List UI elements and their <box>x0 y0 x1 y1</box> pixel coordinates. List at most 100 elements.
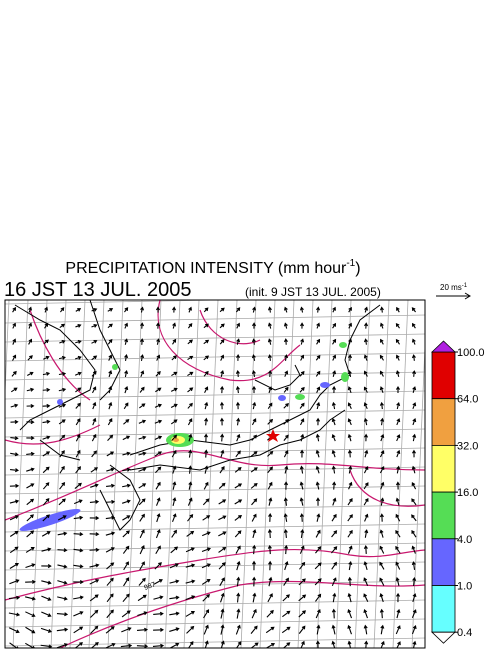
wind-arrow <box>235 307 241 313</box>
wind-arrow <box>332 322 337 329</box>
wind-arrow <box>315 481 320 490</box>
wind-arrow <box>316 306 321 313</box>
wind-arrow <box>204 465 209 474</box>
wind-arrow <box>187 418 193 426</box>
wind-arrow <box>123 402 129 410</box>
wind-arrow <box>347 386 352 394</box>
wind-arrow <box>121 627 132 633</box>
wind-arrow <box>201 547 211 552</box>
wind-arrow <box>171 434 178 441</box>
wind-arrow <box>331 546 338 554</box>
wind-arrow <box>204 386 209 394</box>
wind-arrow <box>169 579 180 584</box>
wind-arrow <box>154 419 163 424</box>
parallel <box>5 599 425 609</box>
wind-arrow <box>395 370 400 377</box>
wind-arrow <box>204 433 209 442</box>
wind-arrow <box>299 481 304 490</box>
wind-arrow <box>284 481 289 490</box>
wind-arrow <box>90 641 99 648</box>
wind-arrow <box>412 433 417 442</box>
wind-arrow <box>283 434 289 441</box>
wind-arrow <box>203 355 210 361</box>
wind-arrow <box>411 545 416 554</box>
wind-arrow <box>89 532 100 537</box>
wind-arrow <box>251 608 257 619</box>
wind-arrow <box>234 467 242 473</box>
wind-arrow <box>123 561 129 571</box>
parallel <box>5 352 425 362</box>
wind-arrow <box>75 402 81 409</box>
wind-arrow <box>105 499 116 504</box>
wind-arrow <box>107 434 114 441</box>
wind-arrow <box>106 609 114 619</box>
wind-arrow <box>169 563 179 569</box>
wind-arrow <box>170 419 178 425</box>
wind-arrow <box>347 498 353 506</box>
wind-arrow <box>187 641 194 648</box>
wind-arrow <box>396 306 400 313</box>
wind-arrow <box>203 481 209 490</box>
wind-arrow <box>156 497 161 506</box>
wind-arrow <box>347 402 352 410</box>
wind-arrow <box>300 529 305 538</box>
wind-arrow <box>203 323 209 329</box>
wind-arrow <box>348 338 353 345</box>
wind-arrow <box>283 338 288 345</box>
wind-arrow <box>44 322 49 329</box>
wind-arrow <box>412 402 417 410</box>
wind-arrow <box>26 451 35 456</box>
wind-arrow <box>75 418 81 426</box>
wind-arrow <box>234 514 243 521</box>
wind-arrow <box>140 306 145 313</box>
wind-arrow <box>185 611 195 617</box>
wind-arrow <box>316 513 321 522</box>
map-frame <box>4 299 426 649</box>
wind-arrow <box>138 483 147 489</box>
wind-arrow <box>364 306 369 313</box>
wind-arrow <box>252 576 257 587</box>
wind-arrow <box>299 306 304 313</box>
wind-arrow <box>121 610 131 618</box>
wind-arrow <box>347 418 352 426</box>
wind-arrow <box>73 611 84 617</box>
wind-arrow <box>42 371 51 376</box>
wind-arrow <box>42 451 51 457</box>
wind-arrow <box>395 513 401 522</box>
colorbar-tick-label: 1.0 <box>457 581 472 593</box>
wind-arrow <box>202 498 210 506</box>
wind-arrow <box>380 417 385 426</box>
wind-arrow <box>220 433 225 442</box>
wind-arrow <box>283 322 288 329</box>
wind-arrow <box>8 595 21 600</box>
wind-arrow <box>9 515 19 521</box>
wind-arrow <box>155 306 161 313</box>
wind-arrow <box>140 354 145 361</box>
wind-arrow <box>251 354 256 361</box>
wind-arrow <box>139 529 145 539</box>
wind-arrow <box>75 308 82 312</box>
wind-arrow <box>236 338 241 345</box>
wind-arrow <box>154 403 162 408</box>
wind-arrow <box>140 322 145 329</box>
wind-arrow <box>25 596 36 601</box>
wind-arrow <box>412 418 417 426</box>
wind-arrow <box>122 483 131 488</box>
wind-arrow <box>75 387 82 393</box>
wind-arrow <box>188 481 193 490</box>
wind-scale-superscript: -1 <box>462 283 468 289</box>
wind-arrow <box>347 449 352 458</box>
meridian <box>12 300 29 648</box>
wind-arrow <box>156 322 161 329</box>
wind-arrow <box>396 434 401 442</box>
colorbar-tick-label: 4.0 <box>457 534 472 546</box>
wind-arrow <box>155 466 162 474</box>
wind-arrow <box>395 354 400 361</box>
wind-arrow <box>380 640 385 648</box>
wind-arrow <box>411 465 416 474</box>
parallel <box>5 333 425 343</box>
wind-arrow <box>136 627 149 632</box>
wind-arrow <box>267 322 272 329</box>
colorbar-segment <box>431 444 456 493</box>
wind-arrow <box>332 592 337 603</box>
